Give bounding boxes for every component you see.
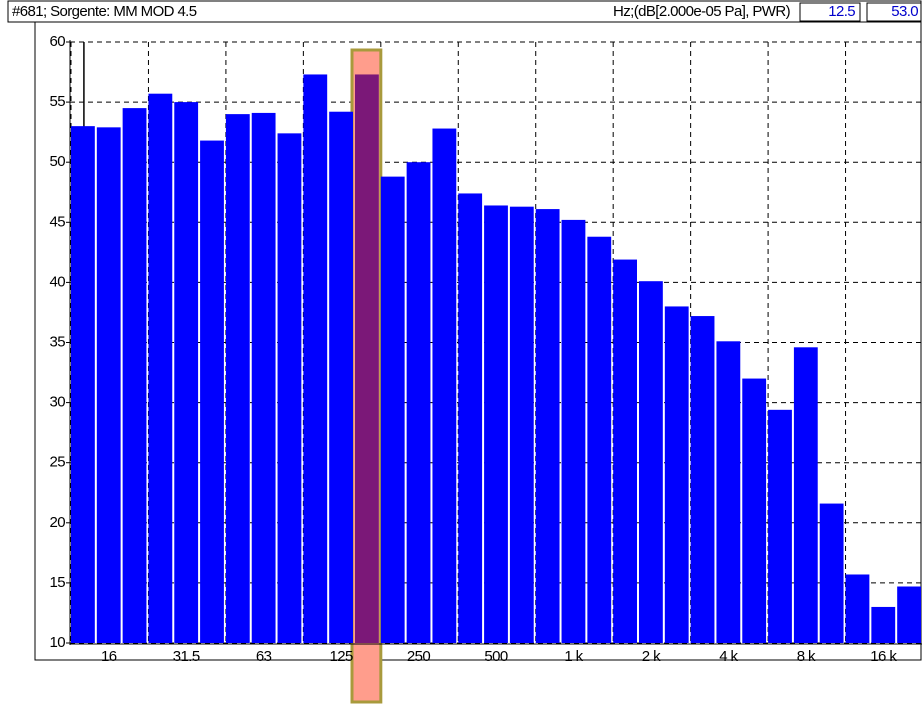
x-tick-label: 31.5 [173,648,200,665]
bar [225,114,250,644]
bar [587,236,612,643]
bar [535,209,560,643]
bar [897,586,921,643]
bar [96,127,121,644]
bar [380,176,405,643]
y-tick-label: 20 [50,514,66,531]
x-tick-label: 63 [256,648,272,665]
y-tick-label: 30 [50,394,66,411]
bar [251,112,276,644]
bar [148,93,173,644]
bar [819,503,844,643]
x-tick-label: 250 [407,648,430,665]
bar [277,133,302,644]
bar [71,126,95,643]
bar [122,108,147,644]
bar [355,74,379,644]
bar [742,378,767,643]
bar [845,574,870,643]
bar [716,341,741,643]
bar [303,74,328,644]
bar [561,219,586,643]
y-tick-label: 45 [50,213,66,230]
y-tick-label: 50 [50,153,66,170]
bar [458,193,483,643]
bar [200,140,224,643]
bar [871,606,896,643]
bar [329,111,353,643]
x-tick-label: 125 [329,648,352,665]
y-tick-label: 60 [50,33,66,50]
chart-title: #681; Sorgente: MM MOD 4.5 [12,3,197,20]
bar [664,306,689,643]
y-tick-label: 35 [50,333,66,350]
bar [690,316,715,643]
readout-box [799,2,861,22]
bar [639,281,663,643]
y-tick-label: 25 [50,454,66,471]
bar [406,162,431,643]
x-tick-label: 2 k [642,648,661,665]
bar [613,259,637,643]
bar [793,347,818,643]
bar [768,409,792,643]
x-tick-label: 16 k [870,648,897,665]
y-tick-label: 40 [50,273,66,290]
x-tick-label: 500 [484,648,507,665]
y-tick-label: 55 [50,93,66,110]
readout-value: 53.0 [891,3,918,20]
readout-frequency: 12.5 [828,3,855,20]
bar [484,205,508,644]
x-tick-label: 8 k [797,648,816,665]
units-label: Hz;(dB[2.000e-05 Pa], PWR) [613,3,791,20]
x-tick-label: 1 k [564,648,583,665]
y-tick-label: 15 [50,574,66,591]
bar [509,206,534,643]
bar [174,102,199,644]
readout-box [866,2,922,22]
x-tick-label: 16 [101,648,117,665]
y-tick-label: 10 [50,634,66,651]
x-tick-label: 4 k [719,648,738,665]
bar [432,128,457,643]
